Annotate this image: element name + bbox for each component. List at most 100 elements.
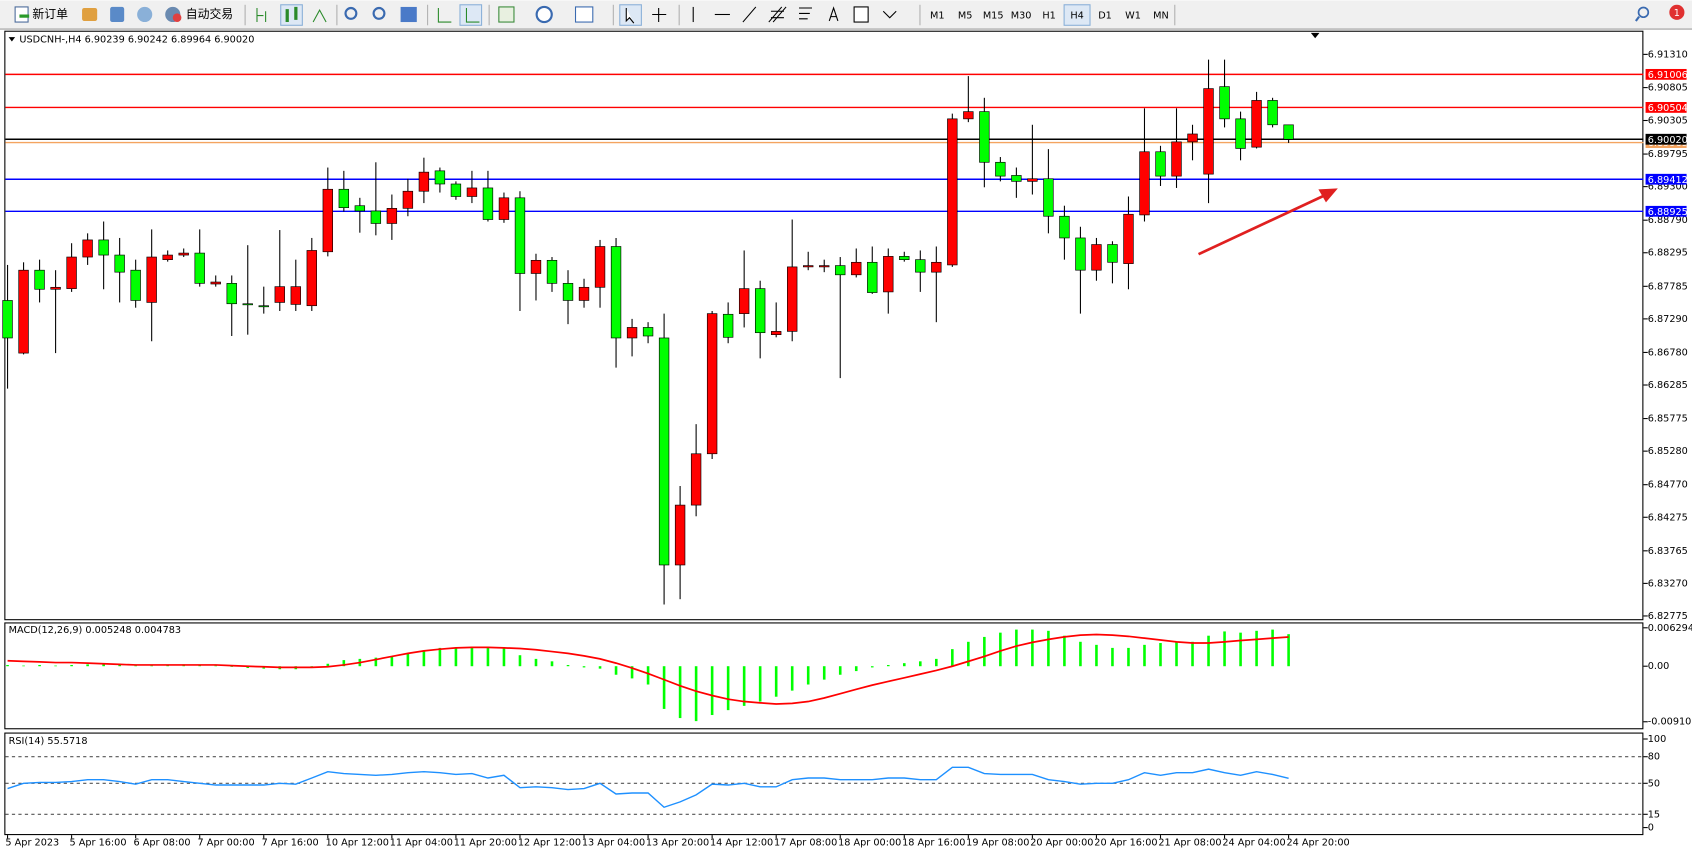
x-tick-label: 5 Apr 2023: [5, 838, 59, 849]
icon[interactable]: [498, 6, 515, 23]
candle-body: [770, 331, 782, 335]
macd-bar: [951, 649, 954, 667]
icon[interactable]: [137, 6, 153, 23]
macd-bar: [390, 656, 394, 667]
macd-bar: [454, 647, 458, 667]
candle-body: [1187, 133, 1198, 143]
macd-bar: [86, 664, 89, 667]
macd-bar: [214, 665, 218, 667]
macd-bar: [1239, 632, 1242, 667]
timeframe-button[interactable]: MN: [1153, 11, 1169, 22]
icon[interactable]: [312, 9, 327, 23]
y-tick-label: 6.83765: [1648, 546, 1688, 557]
timeframe-button[interactable]: M1: [930, 11, 945, 22]
macd-bar: [1271, 629, 1274, 667]
timeframe-button[interactable]: W1: [1125, 11, 1141, 22]
candle-body: [514, 197, 526, 274]
trend-arrow-head: [1318, 188, 1338, 203]
candle-body: [498, 197, 510, 220]
y-tick-label: 6.86285: [1648, 380, 1688, 391]
candle-body: [146, 256, 157, 303]
x-tick-label: 14 Apr 12:00: [710, 838, 773, 849]
cursor-tool[interactable]: [619, 4, 642, 26]
rsi-title: RSI(14) 55.5718: [9, 736, 88, 747]
candle-body: [242, 303, 253, 306]
trendline-tool[interactable]: [742, 6, 757, 23]
label-tool[interactable]: [853, 6, 869, 23]
auto-trading-button[interactable]: 自动交易: [165, 6, 233, 23]
candle-body: [642, 327, 654, 337]
timeframe-pressed[interactable]: [1063, 4, 1091, 26]
icon[interactable]: [535, 5, 553, 24]
candle-body: [963, 111, 974, 120]
y-tick-label: 50: [1648, 778, 1660, 789]
notification-badge[interactable]: [1669, 4, 1685, 20]
chart-menu-marker: [8, 37, 16, 42]
macd-bar: [983, 636, 986, 667]
crosshair-tool[interactable]: [652, 8, 667, 23]
search-button[interactable]: [1637, 6, 1650, 19]
icon-pressed[interactable]: [459, 4, 483, 26]
macd-bar: [118, 664, 121, 667]
candle-body: [2, 300, 13, 339]
price-level-label-bg: [1645, 102, 1687, 113]
y-tick-label: 6.89795: [1648, 149, 1688, 160]
trend-arrow: [1197, 192, 1329, 256]
candle-body: [803, 265, 814, 268]
icon[interactable]: [82, 8, 98, 21]
y-tick-label: 6.91310: [1648, 49, 1688, 60]
icon[interactable]: [400, 6, 417, 23]
candle-body: [626, 327, 638, 339]
y-tick-label: 6.84770: [1648, 480, 1688, 491]
candle-body: [867, 261, 878, 293]
price-level-label: 6.91006: [1648, 70, 1688, 81]
chart-title: USDCNH-,H4 6.90239 6.90242 6.89964 6.900…: [19, 34, 254, 45]
y-tick-label: 6.88790: [1648, 215, 1688, 226]
macd-bar: [1047, 630, 1050, 667]
zoom-in[interactable]: [344, 6, 358, 20]
icon[interactable]: [256, 8, 267, 23]
icon[interactable]: [574, 6, 594, 23]
candle-body: [1283, 124, 1294, 140]
candle-body: [418, 171, 430, 192]
candle-body: [1251, 100, 1262, 148]
timeframe-button[interactable]: D1: [1098, 11, 1112, 22]
candle-body: [162, 254, 173, 260]
x-tick-label: 13 Apr 20:00: [646, 838, 709, 849]
timeframe-button[interactable]: H4: [1070, 11, 1083, 22]
shift-marker: [1310, 32, 1320, 39]
timeframe-button[interactable]: H1: [1042, 11, 1055, 22]
channel-tool[interactable]: [768, 6, 787, 23]
timeframe-button[interactable]: M15: [983, 11, 1004, 22]
timeframe-button[interactable]: M30: [1011, 11, 1032, 22]
x-tick-label: 11 Apr 20:00: [454, 838, 517, 849]
x-tick-label: 7 Apr 00:00: [198, 838, 255, 849]
shapes-tool[interactable]: [882, 10, 897, 19]
y-tick-label: 6.83270: [1648, 578, 1688, 589]
icon[interactable]: [437, 8, 452, 23]
icon: [19, 14, 30, 18]
candle-body: [1139, 151, 1150, 216]
candle-body: [354, 205, 366, 212]
candle-body: [674, 504, 686, 566]
zoom-out[interactable]: [372, 6, 386, 20]
price-level-label: 6.88925: [1648, 207, 1688, 218]
candle-body: [578, 286, 590, 301]
macd-bar: [374, 657, 378, 667]
fibo-tool[interactable]: [799, 7, 812, 20]
icon[interactable]: [110, 6, 125, 23]
x-tick-label: 24 Apr 04:00: [1222, 838, 1285, 849]
macd-bar: [1143, 644, 1146, 667]
candle-body: [1027, 178, 1038, 182]
new-order-button[interactable]: 新订单: [14, 6, 68, 23]
icon-pressed[interactable]: [280, 4, 303, 26]
text-tool[interactable]: [828, 6, 839, 22]
macd-bar: [566, 664, 570, 667]
macd-bar: [22, 665, 25, 667]
macd-bar: [710, 666, 714, 716]
timeframe-button[interactable]: M5: [958, 11, 973, 22]
macd-bar: [902, 663, 906, 667]
notification-count: 1: [1674, 8, 1680, 19]
candle-body: [594, 246, 606, 288]
